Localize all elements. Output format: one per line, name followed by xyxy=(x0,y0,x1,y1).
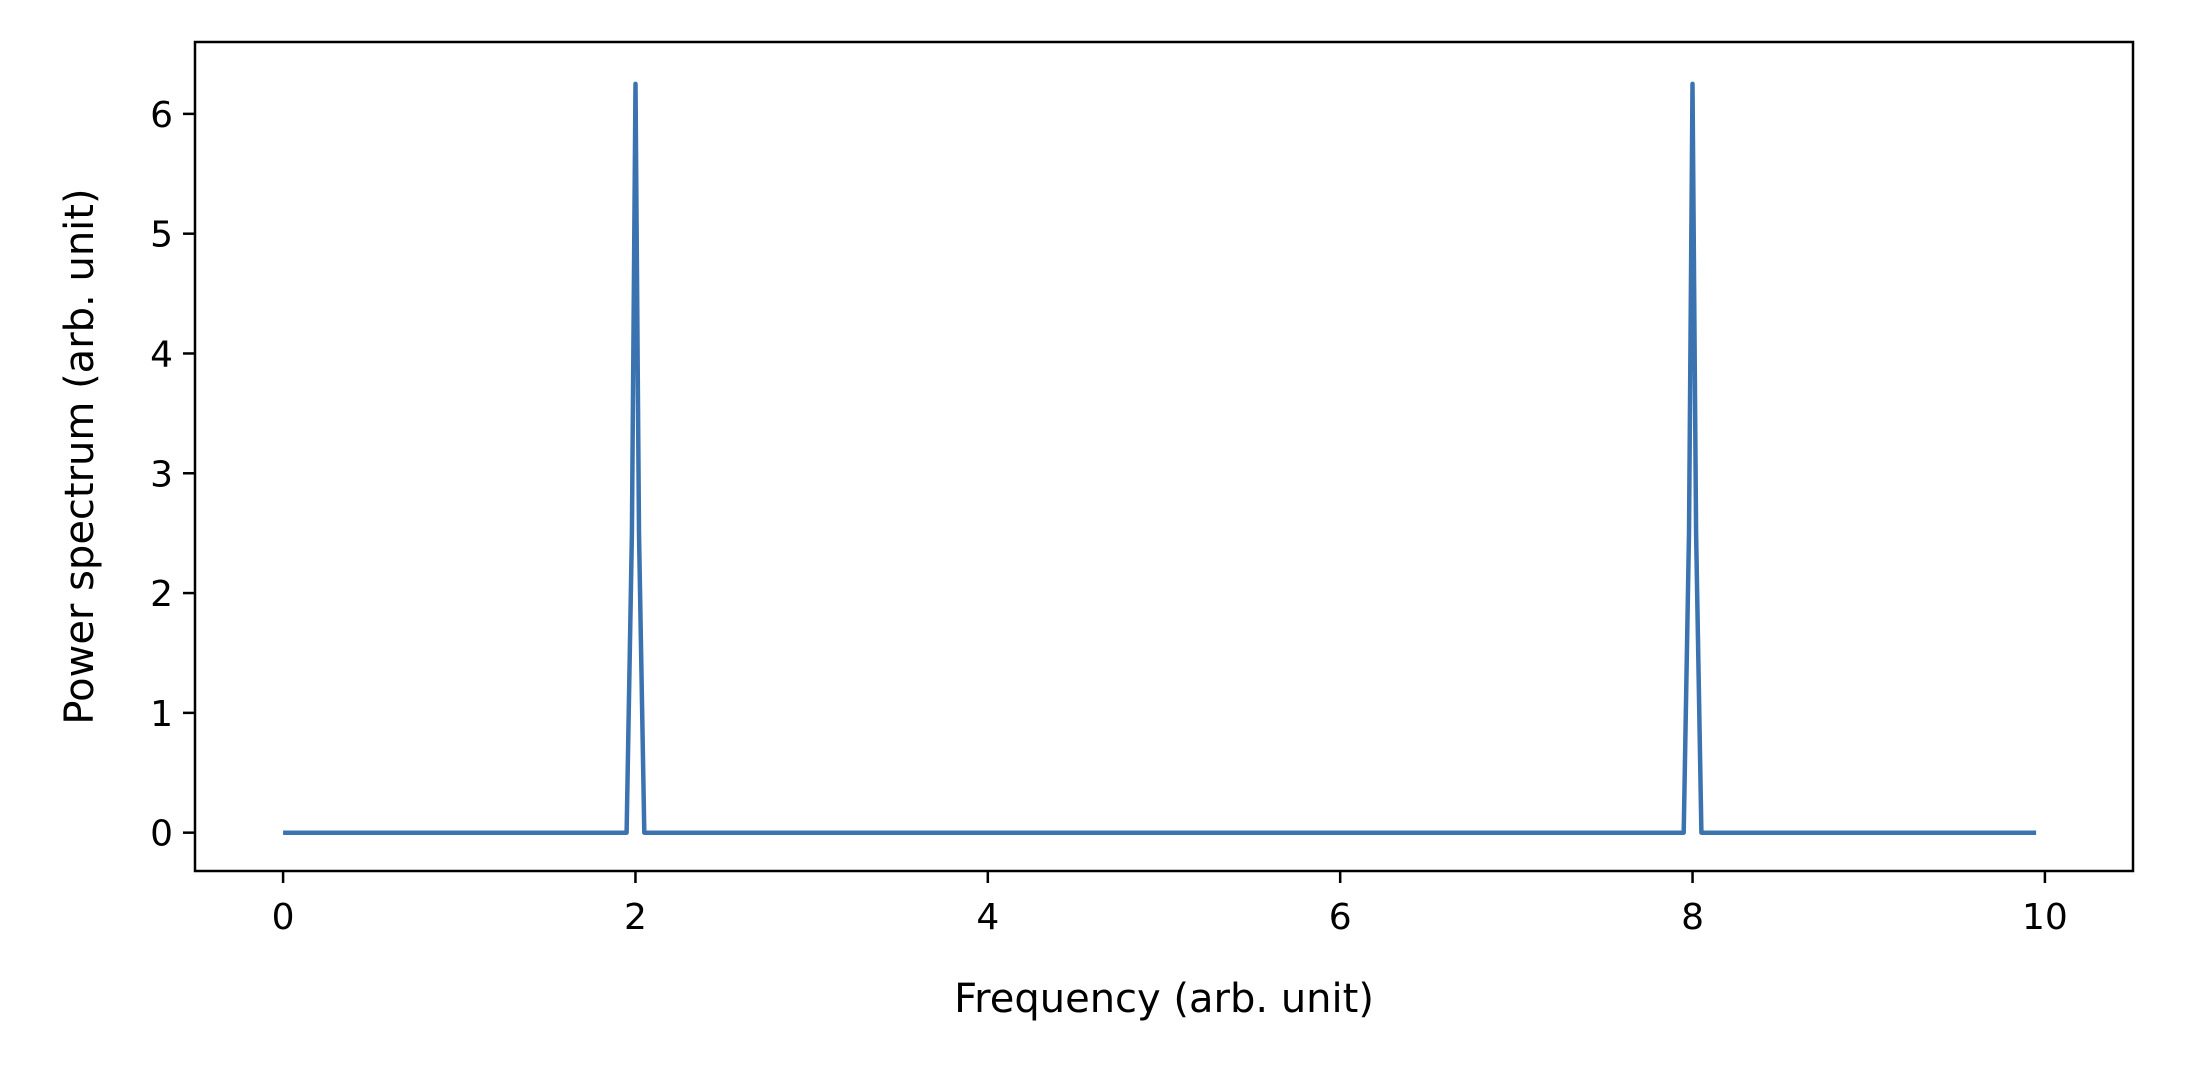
y-tick-label: 0 xyxy=(150,814,173,855)
x-tick-label: 4 xyxy=(976,897,999,938)
y-tick-label: 6 xyxy=(150,95,173,136)
x-axis-label: Frequency (arb. unit) xyxy=(954,976,1374,1022)
x-tick-label: 10 xyxy=(2022,897,2068,938)
y-tick-label: 4 xyxy=(150,334,173,375)
y-tick-label: 5 xyxy=(150,215,173,256)
y-axis-ticks: 0 1 2 3 4 5 6 xyxy=(150,95,195,855)
y-tick-label: 2 xyxy=(150,574,173,615)
x-axis-ticks: 0 2 4 6 8 10 xyxy=(272,871,2068,938)
x-tick-label: 6 xyxy=(1329,897,1352,938)
plot-frame xyxy=(193,40,2135,873)
x-tick-label: 0 xyxy=(272,897,295,938)
y-tick-label: 1 xyxy=(150,694,173,735)
spectrum-line xyxy=(283,81,2037,835)
y-axis-label: Power spectrum (arb. unit) xyxy=(57,188,103,724)
plot-content xyxy=(283,81,2037,835)
y-tick-label: 3 xyxy=(150,454,173,495)
x-tick-label: 8 xyxy=(1681,897,1704,938)
x-tick-label: 2 xyxy=(624,897,647,938)
